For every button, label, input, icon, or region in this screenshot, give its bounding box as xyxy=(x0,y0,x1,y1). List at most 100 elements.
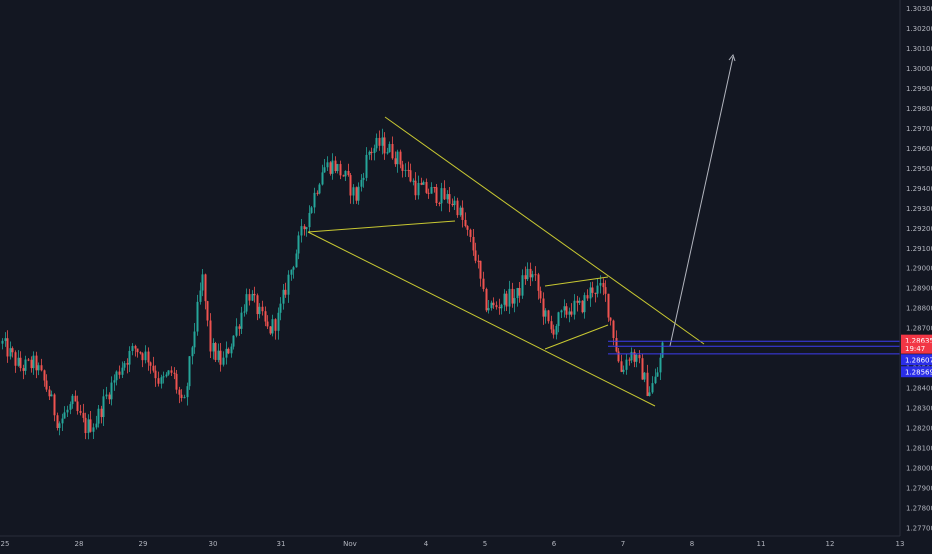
candle-body xyxy=(282,289,285,304)
channel-lower-trendline[interactable] xyxy=(307,231,656,407)
candle-body xyxy=(82,412,85,418)
price-tick-label: 1.29800 xyxy=(906,105,932,113)
wedge-lower-line[interactable] xyxy=(544,324,609,350)
price-tick-label: 1.30000 xyxy=(906,65,932,73)
candle-body xyxy=(352,187,355,196)
candle-body xyxy=(534,274,537,276)
wedge-upper-line[interactable] xyxy=(544,276,609,287)
time-tick-label: 7 xyxy=(621,540,625,548)
price-label-text: 1.28569 xyxy=(905,369,932,377)
candle-body xyxy=(589,287,592,299)
candle-body xyxy=(435,187,438,203)
time-tick-label: 13 xyxy=(896,540,905,548)
candle-body xyxy=(526,268,529,280)
price-label-text: 1.28635 xyxy=(905,337,932,345)
candle-body xyxy=(648,392,651,396)
candle-body xyxy=(61,418,64,424)
drawings-group xyxy=(307,53,900,407)
candle-body xyxy=(297,235,300,254)
candle-body xyxy=(134,345,137,349)
candle-body xyxy=(292,267,295,270)
neckline-trendline[interactable] xyxy=(307,220,456,233)
price-tick-label: 1.28800 xyxy=(906,305,932,313)
price-tick-label: 1.30100 xyxy=(906,45,932,53)
candle-body xyxy=(128,350,131,365)
candle-body xyxy=(646,372,649,396)
candle-body xyxy=(222,357,225,365)
candle-body xyxy=(14,352,17,366)
candle-body xyxy=(126,363,129,365)
candle-body xyxy=(110,382,113,400)
candle-body xyxy=(459,207,462,216)
candle-body xyxy=(576,300,579,303)
candle-body xyxy=(240,312,243,329)
candle-body xyxy=(136,348,139,353)
candle-body xyxy=(412,180,415,182)
candle-body xyxy=(539,290,542,299)
candle-body xyxy=(521,275,524,296)
candle-body xyxy=(378,137,381,146)
candle-body xyxy=(71,395,74,405)
candle-body xyxy=(118,371,121,375)
candle-body xyxy=(209,320,212,352)
price-tick-label: 1.28200 xyxy=(906,425,932,433)
candle-body xyxy=(50,394,53,397)
candle-body xyxy=(417,183,420,196)
price-tick-label: 1.29700 xyxy=(906,125,932,133)
candle-body xyxy=(443,188,446,200)
price-label-box xyxy=(901,366,932,378)
candle-body xyxy=(573,300,576,315)
candle-body xyxy=(22,368,25,371)
candle-body xyxy=(531,274,534,278)
candle-body xyxy=(492,302,495,306)
candle-body xyxy=(329,162,332,174)
candle-body xyxy=(453,200,456,206)
candle-body xyxy=(570,311,573,315)
candle-body xyxy=(362,177,365,180)
channel-upper-trendline[interactable] xyxy=(384,116,705,345)
candle-body xyxy=(596,285,599,294)
candle-body xyxy=(550,321,553,330)
candle-body xyxy=(217,350,220,360)
candle-body xyxy=(422,181,425,185)
candle-body xyxy=(544,310,547,317)
price-label-box xyxy=(901,354,932,366)
candle-body xyxy=(643,372,646,380)
candle-body xyxy=(394,158,397,165)
candle-body xyxy=(401,164,404,171)
candle-body xyxy=(277,312,280,331)
candle-body xyxy=(529,268,532,278)
price-tick-label: 1.29500 xyxy=(906,165,932,173)
candle-body xyxy=(370,151,373,154)
candle-body xyxy=(355,187,358,201)
time-tick-label: 29 xyxy=(139,540,148,548)
candle-body xyxy=(24,359,27,371)
candle-body xyxy=(448,194,451,204)
candle-body xyxy=(331,160,334,174)
candle-body xyxy=(131,345,134,351)
candle-body xyxy=(583,295,586,313)
time-axis[interactable]: 25 28 29 30 31 Nov 4 5 6 7 8 11 12 13 xyxy=(1,540,905,548)
price-tick-label: 1.29900 xyxy=(906,85,932,93)
candle-body xyxy=(308,212,311,228)
candle-body xyxy=(336,164,339,172)
candle-body xyxy=(74,395,77,402)
candle-body xyxy=(167,370,170,375)
candle-body xyxy=(219,350,222,365)
projection-arrow-line[interactable] xyxy=(669,56,734,347)
candle-body xyxy=(123,363,126,368)
candle-body xyxy=(508,288,511,307)
candle-body xyxy=(404,169,407,171)
candle-body xyxy=(342,175,345,177)
candle-body xyxy=(108,394,111,400)
candle-body xyxy=(438,202,441,204)
candle-body xyxy=(604,287,607,294)
candle-body xyxy=(243,311,246,313)
candle-body xyxy=(591,287,594,293)
price-axis[interactable]: 1.30300 1.30200 1.30100 1.30000 1.29900 1.298… xyxy=(906,5,932,532)
candle-body xyxy=(635,354,638,362)
